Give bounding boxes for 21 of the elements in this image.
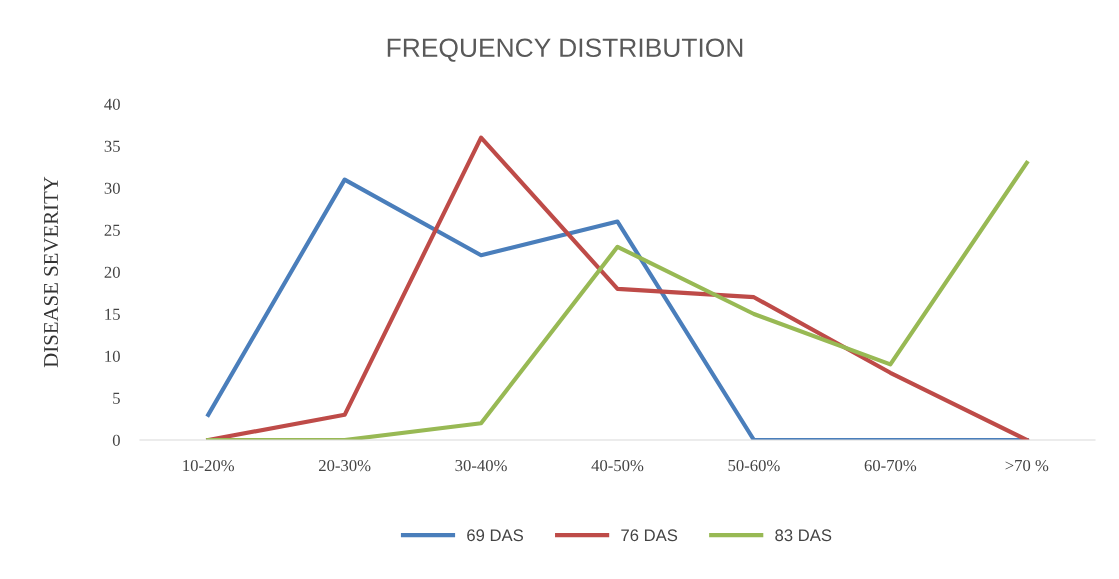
x-tick-label: 60-70% — [864, 459, 917, 472]
x-tick-label: 50-60% — [728, 459, 780, 472]
y-tick-label: 40 — [104, 98, 120, 110]
y-tick-label: 15 — [105, 308, 120, 320]
legend-label: 83 DAS — [775, 529, 832, 542]
y-tick-label: 30 — [104, 182, 120, 194]
y-tick-label: 25 — [104, 224, 120, 236]
x-tick-label: >70 % — [1005, 459, 1049, 472]
y-axis-title: DISEASE SEVERITY — [43, 176, 59, 368]
x-tick-label: 30-40% — [455, 459, 507, 472]
legend-label: 69 DAS — [467, 529, 524, 542]
y-tick-label: 5 — [113, 392, 120, 404]
chart-title: FREQUENCY DISTRIBUTION — [387, 38, 743, 62]
x-tick-label: 10-20% — [183, 459, 235, 472]
y-tick-label: 0 — [112, 434, 120, 446]
x-tick-label: 20-30% — [318, 459, 371, 472]
y-tick-label: 10 — [105, 350, 120, 362]
y-tick-label: 35 — [104, 140, 120, 152]
x-tick-label: 40-50% — [591, 459, 644, 472]
y-tick-label: 20 — [104, 266, 120, 278]
legend-label: 76 DAS — [621, 529, 678, 542]
